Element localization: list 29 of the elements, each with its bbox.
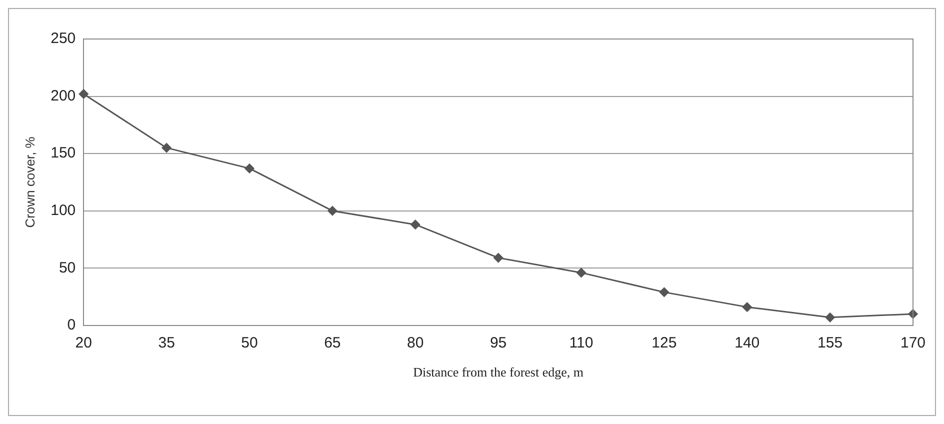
point [244,164,254,174]
y-tick-label: 250 [50,30,76,48]
x-tick-label: 20 [75,334,92,352]
x-tick-label: 140 [734,334,760,352]
y-tick-label: 150 [50,144,76,162]
y-tick-label: 0 [67,316,76,334]
x-tick-label: 65 [324,334,341,352]
point [576,268,586,278]
point [659,287,669,297]
x-tick-label: 95 [490,334,507,352]
x-tick-label: 35 [158,334,175,352]
point [162,143,172,153]
point [494,253,504,263]
x-tick-label: 110 [569,334,594,352]
x-tick-label: 125 [652,334,677,352]
point [78,89,88,99]
x-tick-label: 170 [900,334,926,352]
point [825,312,835,322]
y-tick-label: 50 [58,259,76,276]
x-axis-title: Distance from the forest edge, m [413,364,584,380]
y-tick-label: 200 [50,87,76,104]
y-tick-label: 100 [50,202,76,219]
y-axis-title: Crown cover, % [22,136,38,228]
point [410,220,420,230]
x-tick-label: 155 [818,334,843,352]
x-tick-label: 80 [407,334,424,352]
point [328,206,338,216]
point [742,302,752,312]
x-tick-label: 50 [241,334,258,352]
